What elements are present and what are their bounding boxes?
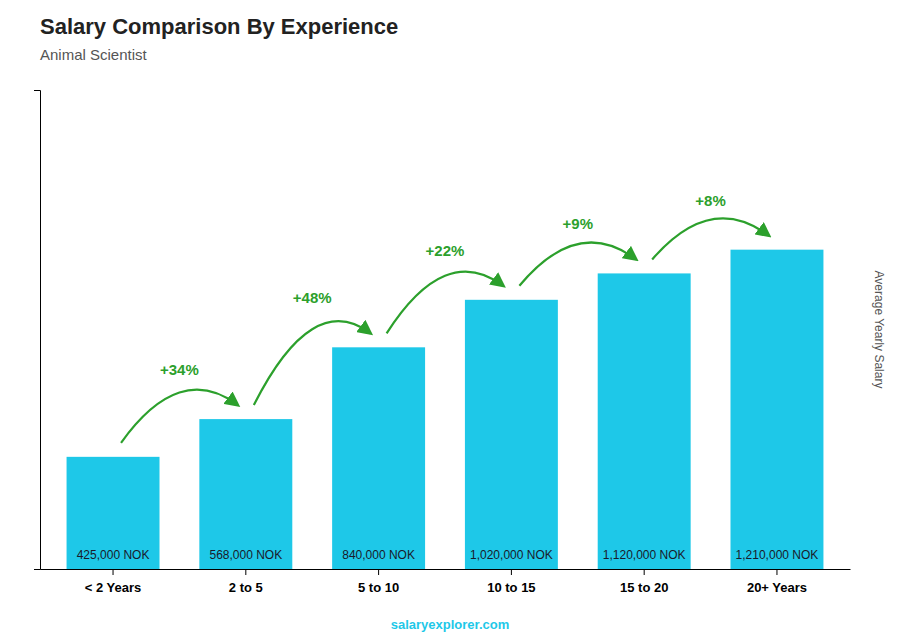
x-tick: 20+ Years xyxy=(747,569,807,595)
x-tick-mark xyxy=(113,569,114,575)
change-arrow xyxy=(519,242,636,285)
bar xyxy=(730,250,823,569)
bar xyxy=(332,347,425,569)
bar xyxy=(67,457,160,569)
arrows xyxy=(121,218,769,442)
x-tick-label: 5 to 10 xyxy=(358,580,399,595)
x-tick-label: 15 to 20 xyxy=(620,580,668,595)
data-label: 1,120,000 NOK xyxy=(603,548,686,562)
data-label: 1,210,000 NOK xyxy=(736,548,819,562)
x-tick-label: 20+ Years xyxy=(747,580,807,595)
x-tick: 10 to 15 xyxy=(487,569,535,595)
annotation: +8% xyxy=(695,192,725,209)
x-tick-label: 2 to 5 xyxy=(229,580,263,595)
x-axis: < 2 Years 2 to 5 5 to 10 10 to 15 15 to 20 20… xyxy=(41,569,851,595)
annotation: +48% xyxy=(293,289,332,306)
annotation: +34% xyxy=(160,361,199,378)
x-tick-mark xyxy=(245,569,246,575)
plot: +34% +48% +22% +9% +8% 425,000 NOK 568,000 NOK… xyxy=(34,91,851,596)
data-label: 568,000 NOK xyxy=(209,548,282,562)
subtitle: Animal Scientist xyxy=(40,46,148,63)
change-arrow xyxy=(254,321,371,405)
y-axis-line xyxy=(34,91,41,570)
y-axis-label: Average Yearly Salary xyxy=(872,271,886,389)
texts: +34% +48% +22% +9% +8% 425,000 NOK 568,000 NOK… xyxy=(77,192,819,562)
x-axis-line xyxy=(41,569,851,570)
bar xyxy=(199,419,292,569)
data-label: 1,020,000 NOK xyxy=(470,548,553,562)
title: Salary Comparison By Experience xyxy=(40,14,398,39)
chart: Salary Comparison By Experience Animal Sc… xyxy=(0,0,900,641)
x-tick-label: 10 to 15 xyxy=(487,580,535,595)
data-label: 425,000 NOK xyxy=(77,548,150,562)
x-tick: 5 to 10 xyxy=(358,569,399,595)
x-tick-mark xyxy=(644,569,645,575)
x-tick-mark xyxy=(511,569,512,575)
bars xyxy=(67,250,824,569)
x-tick: < 2 Years xyxy=(85,569,142,595)
change-arrow xyxy=(387,272,504,334)
annotation: +22% xyxy=(426,242,465,259)
x-tick: 2 to 5 xyxy=(229,569,263,595)
y-axis xyxy=(34,91,41,570)
watermark: salaryexplorer.com xyxy=(391,617,510,632)
x-tick-mark xyxy=(776,569,777,575)
change-arrow xyxy=(121,390,238,443)
annotation: +9% xyxy=(563,215,593,232)
bar xyxy=(598,273,691,569)
x-tick-mark xyxy=(378,569,379,575)
data-label: 840,000 NOK xyxy=(342,548,415,562)
x-tick-label: < 2 Years xyxy=(85,580,142,595)
x-tick: 15 to 20 xyxy=(620,569,668,595)
bar xyxy=(465,300,558,569)
change-arrow xyxy=(652,218,769,259)
